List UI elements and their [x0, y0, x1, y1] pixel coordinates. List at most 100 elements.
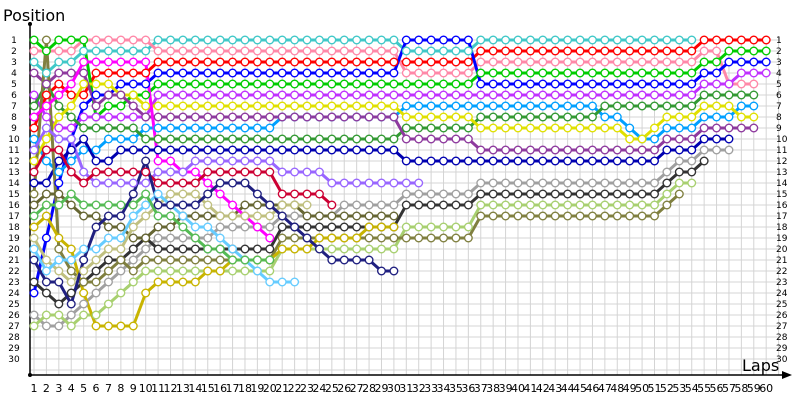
- series-4-point: [476, 68, 486, 78]
- series-24-point: [302, 233, 312, 243]
- series-11-point: [699, 134, 709, 144]
- series-1-point: [54, 57, 64, 67]
- x-axis-arrow: [782, 371, 792, 379]
- series-4-point: [575, 68, 585, 78]
- series-12-point: [364, 200, 374, 210]
- series-8-point: [364, 134, 374, 144]
- series-15-point: [662, 200, 672, 210]
- series-24-point: [215, 178, 225, 188]
- series-group: [29, 35, 771, 331]
- x-tick-label: 51: [648, 382, 662, 395]
- x-tick-label: 38: [486, 382, 500, 395]
- series-2-point: [488, 46, 498, 56]
- series-21-point: [302, 167, 312, 177]
- series-7-point: [724, 112, 734, 122]
- x-tick-label: 35: [449, 382, 463, 395]
- series-3-point: [674, 57, 684, 67]
- series-1-point: [116, 46, 126, 56]
- series-20-point: [228, 244, 238, 254]
- series-16-point: [79, 288, 89, 298]
- series-2-point: [203, 57, 213, 67]
- y-tick-label-right: 8: [776, 113, 782, 123]
- series-10-point: [41, 79, 51, 89]
- series-7-point: [203, 123, 213, 133]
- series-16-point: [352, 233, 362, 243]
- series-1-point: [587, 35, 597, 45]
- series-6-point: [178, 90, 188, 100]
- series-3-point: [277, 46, 287, 56]
- series-7-point: [91, 145, 101, 155]
- series-3-point: [240, 46, 250, 56]
- series-13-point: [128, 244, 138, 254]
- series-14-point: [376, 244, 386, 254]
- y-tick-label-right: 28: [776, 333, 788, 343]
- series-14-point: [550, 200, 560, 210]
- y-axis-top-dot: [28, 22, 32, 26]
- series-10-point: [277, 112, 287, 122]
- series-16-point: [215, 266, 225, 276]
- series-11-point: [327, 145, 337, 155]
- series-12-point: [587, 178, 597, 188]
- x-tick-label: 15: [201, 382, 215, 395]
- series-7-point: [29, 134, 39, 144]
- series-23-point: [252, 255, 262, 265]
- series-22-point: [252, 167, 262, 177]
- series-14-point: [116, 288, 126, 298]
- series-3-point: [687, 57, 697, 67]
- series-13-point: [575, 189, 585, 199]
- y-tick-label-right: 14: [776, 179, 788, 189]
- series-7-point: [463, 101, 473, 111]
- series-1-point: [153, 35, 163, 45]
- series-12-point: [550, 178, 560, 188]
- y-tick-label-left: 13: [8, 168, 19, 178]
- series-4-point: [439, 79, 449, 89]
- series-5-point: [252, 68, 262, 78]
- series-17-point: [389, 211, 399, 221]
- series-14-point: [501, 200, 511, 210]
- y-tick-label-right: 6: [776, 91, 782, 101]
- series-9-point: [54, 112, 64, 122]
- series-21-point: [265, 156, 275, 166]
- series-6-point: [290, 90, 300, 100]
- series-6-point: [376, 90, 386, 100]
- series-24-point: [41, 277, 51, 287]
- y-tick-label-right: 10: [776, 135, 788, 145]
- series-8-point: [563, 112, 573, 122]
- series-9-point: [203, 101, 213, 111]
- series-1-point: [426, 46, 436, 56]
- series-16-point: [327, 233, 337, 243]
- series-12-point: [116, 266, 126, 276]
- series-7-point: [79, 145, 89, 155]
- series-1-point: [662, 35, 672, 45]
- series-13-point: [513, 189, 523, 199]
- series-21-point: [339, 178, 349, 188]
- series-20-point: [190, 222, 200, 232]
- series-12-point: [414, 189, 424, 199]
- series-7-point: [587, 101, 597, 111]
- series-17-point: [91, 211, 101, 221]
- series-8-point: [190, 134, 200, 144]
- series-19-point: [79, 266, 89, 276]
- series-12-point: [29, 310, 39, 320]
- series-1-point: [674, 35, 684, 45]
- series-4-point: [141, 90, 151, 100]
- series-13-point: [501, 189, 511, 199]
- series-3-point: [662, 57, 672, 67]
- y-tick-label-right: 15: [776, 190, 787, 200]
- series-10-point: [414, 134, 424, 144]
- series-11-point: [116, 145, 126, 155]
- series-5-point: [414, 35, 424, 45]
- series-17-point: [103, 222, 113, 232]
- series-5-point: [563, 79, 573, 89]
- series-12-point: [178, 233, 188, 243]
- series-3-point: [91, 35, 101, 45]
- series-23-point: [66, 189, 76, 199]
- series-8-point: [612, 101, 622, 111]
- series-22-point: [277, 189, 287, 199]
- series-5-point: [575, 79, 585, 89]
- series-13-point: [352, 222, 362, 232]
- series-18-point: [215, 189, 225, 199]
- series-15-point: [29, 189, 39, 199]
- series-8-point: [79, 123, 89, 133]
- series-8-point: [128, 123, 138, 133]
